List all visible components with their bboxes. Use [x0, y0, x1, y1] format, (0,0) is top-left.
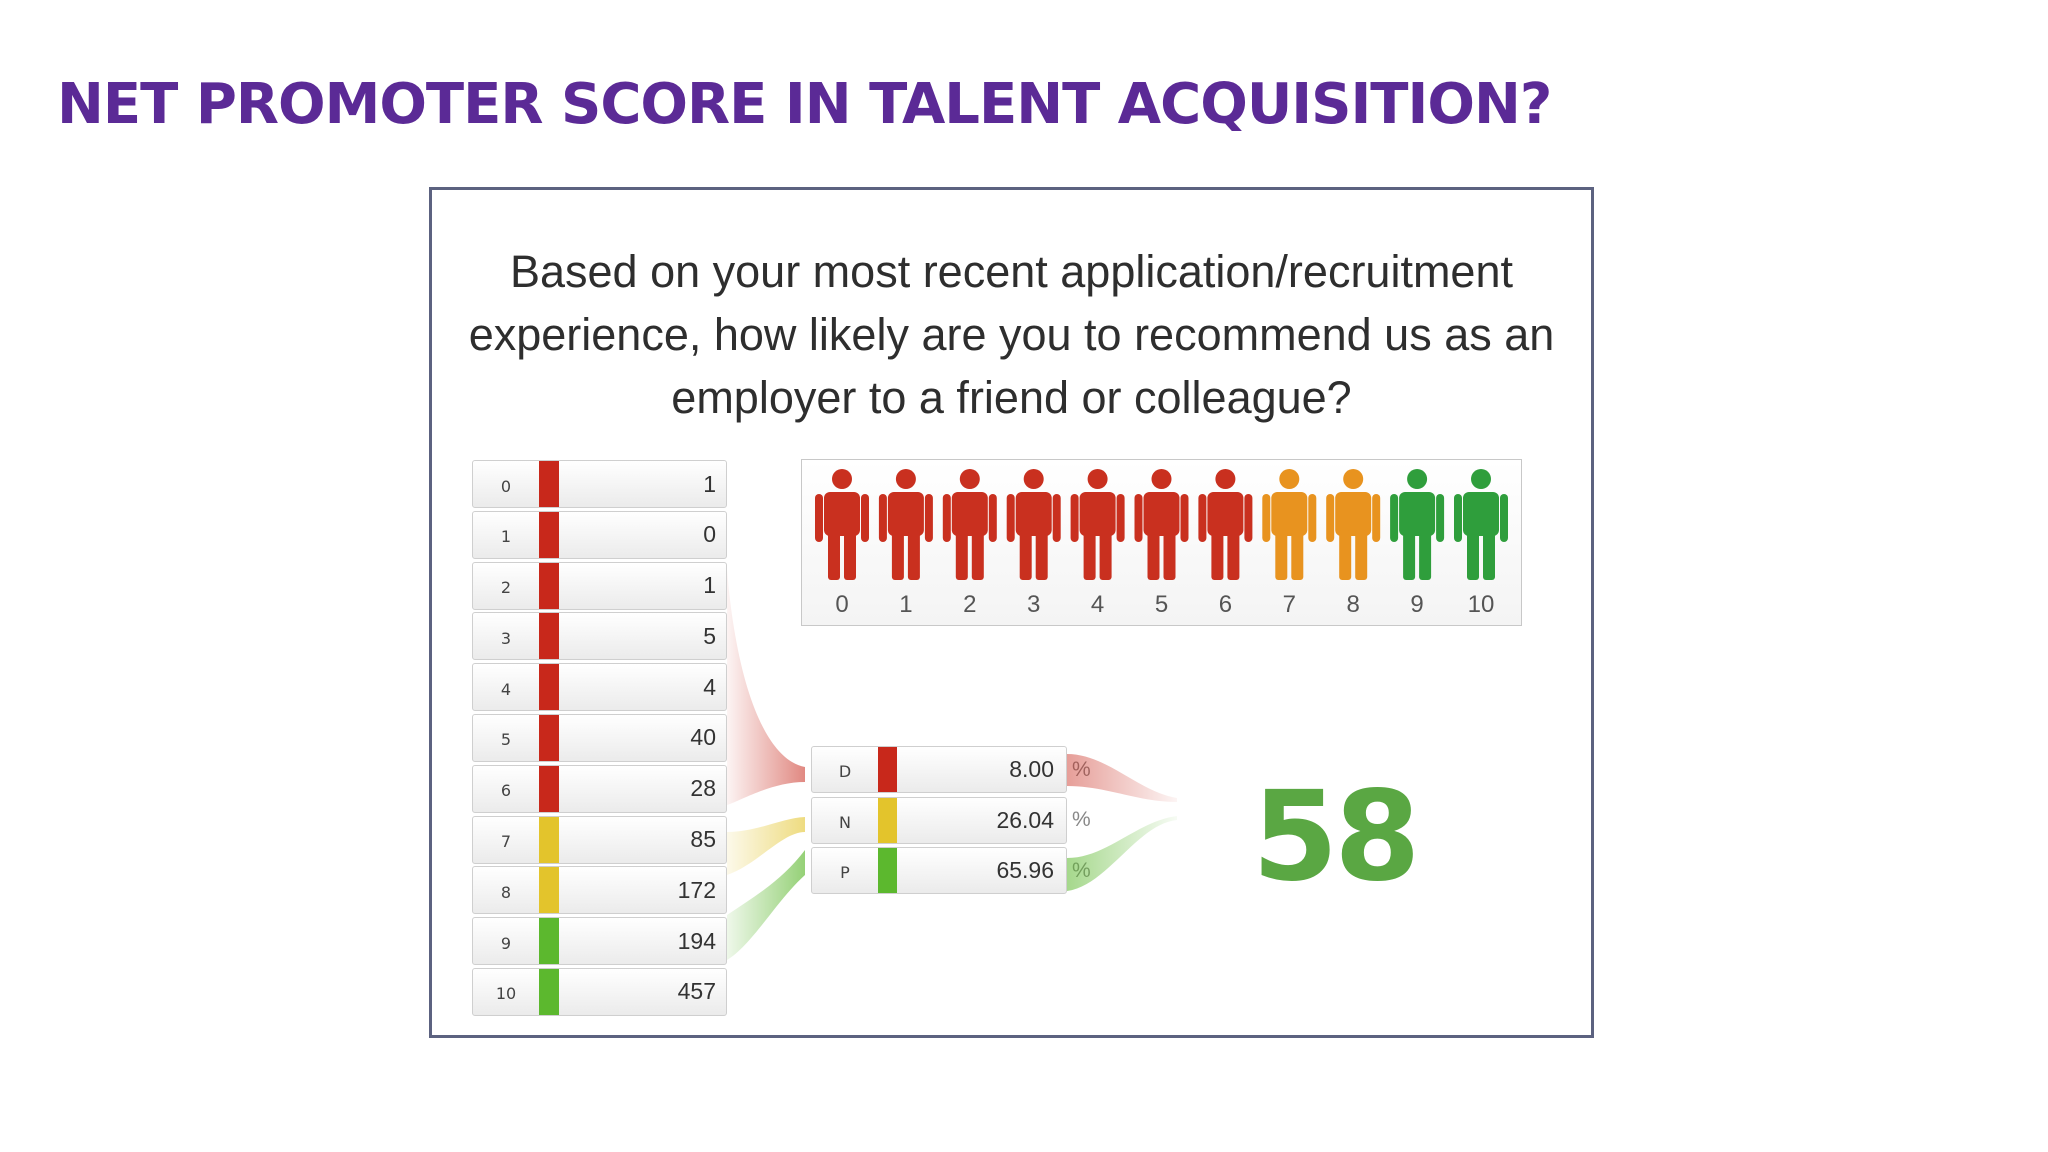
person-icon	[1262, 469, 1317, 580]
scale-label: 2	[963, 591, 976, 618]
score-group-bar	[539, 816, 559, 863]
score-label: 8	[500, 882, 512, 902]
score-count: 0	[703, 521, 716, 548]
category-row: N 26.04%	[811, 796, 1091, 844]
score-label: 7	[500, 832, 512, 852]
passive-flow	[727, 817, 805, 875]
category-percent-value: 26.04	[996, 806, 1054, 833]
category-row: D8.00%	[811, 746, 1091, 793]
score-label: 1	[500, 527, 512, 547]
nps-card: Based on your most recent application/re…	[429, 187, 1594, 1038]
score-group-bar	[539, 765, 559, 812]
category-bar	[878, 797, 897, 843]
person-icon	[1390, 469, 1445, 580]
survey-question: Based on your most recent application/re…	[432, 240, 1591, 429]
nps-score-value: 58	[1252, 765, 1421, 909]
category-flows	[1067, 754, 1177, 891]
scale-label: 6	[1219, 591, 1232, 618]
person-icon	[942, 469, 997, 580]
score-row: 6 28	[472, 764, 727, 813]
score-distribution-table: 0 1 1 0 2 1 3 5 4 4 5 40 6 28 7 85 8 172 9 194 10 457	[472, 460, 727, 1019]
score-row: 9 194	[472, 917, 727, 966]
scale-label: 1	[899, 591, 912, 618]
score-label: 2	[500, 578, 512, 598]
flow-connectors	[727, 570, 805, 960]
score-label: 6	[500, 781, 512, 801]
score-count: 4	[703, 673, 716, 700]
person-icon	[815, 469, 869, 580]
score-group-bar	[539, 968, 559, 1015]
score-label: 9	[500, 933, 512, 953]
category-row: P65.96%	[811, 847, 1091, 894]
person-icon	[1454, 469, 1508, 580]
person-icon	[1134, 469, 1189, 580]
score-group-bar	[539, 714, 559, 761]
scale-label: 9	[1410, 591, 1423, 618]
slide-title: NET PROMOTER SCORE IN TALENT ACQUISITION…	[57, 72, 1552, 137]
person-icon	[1326, 469, 1381, 580]
score-label: 3	[500, 628, 512, 648]
nps-scale-figures: 0 1 2 3 4 5 6 7 8 9 10	[801, 459, 1522, 626]
score-group-bar	[539, 613, 559, 660]
score-count: 194	[677, 927, 716, 954]
scale-label: 7	[1283, 591, 1296, 618]
scale-label: 0	[835, 591, 848, 618]
score-group-bar	[539, 664, 559, 711]
score-label: 5	[500, 730, 512, 750]
category-percent-value: 8.00	[1009, 756, 1054, 782]
score-count: 40	[690, 724, 716, 751]
category-bar	[878, 848, 897, 893]
person-icon	[1070, 469, 1125, 580]
promoter-out-flow	[1067, 816, 1177, 891]
person-icon	[878, 469, 933, 580]
score-group-bar	[539, 867, 559, 914]
score-row: 7 85	[472, 815, 727, 864]
scale-label: 10	[1468, 591, 1495, 618]
score-count: 5	[703, 622, 716, 649]
nps-category-table: D8.00%N26.04%P65.96%	[811, 746, 1091, 898]
question-line-3: employer to a friend or colleague?	[671, 372, 1352, 423]
detractor-flow	[727, 570, 805, 805]
people-icons: 0 1 2 3 4 5 6 7 8 9 10	[815, 469, 1508, 618]
score-count: 28	[690, 775, 716, 802]
promoter-flow	[727, 850, 805, 960]
percent-sign: %	[1072, 808, 1091, 831]
score-row: 5 40	[472, 713, 727, 762]
score-group-bar	[539, 918, 559, 965]
category-label: D	[838, 762, 852, 781]
question-line-1: Based on your most recent application/re…	[509, 246, 1513, 297]
score-count: 172	[677, 876, 716, 903]
score-group-bar	[539, 562, 559, 609]
category-bar	[878, 747, 897, 792]
person-icon	[1006, 469, 1061, 580]
score-group-bar	[539, 461, 559, 507]
category-percent-value: 65.96	[996, 857, 1054, 883]
category-label: P	[840, 863, 850, 882]
score-row: 10 457	[472, 967, 727, 1016]
score-count: 1	[703, 572, 716, 599]
score-group-bar	[539, 511, 559, 558]
score-label: 0	[500, 476, 512, 496]
scale-label: 4	[1091, 591, 1104, 618]
detractor-out-flow	[1067, 754, 1177, 802]
score-label: 10	[495, 984, 517, 1004]
score-count: 1	[703, 470, 716, 497]
scale-label: 5	[1155, 591, 1168, 618]
question-line-2: experience, how likely are you to recomm…	[468, 309, 1555, 360]
score-count: 457	[677, 978, 716, 1005]
person-icon	[1198, 469, 1253, 580]
score-label: 4	[500, 679, 512, 699]
scale-label: 3	[1027, 591, 1040, 618]
scale-label: 8	[1347, 591, 1360, 618]
score-row: 8 172	[472, 866, 727, 915]
category-label: N	[839, 812, 851, 832]
score-count: 85	[690, 826, 716, 853]
